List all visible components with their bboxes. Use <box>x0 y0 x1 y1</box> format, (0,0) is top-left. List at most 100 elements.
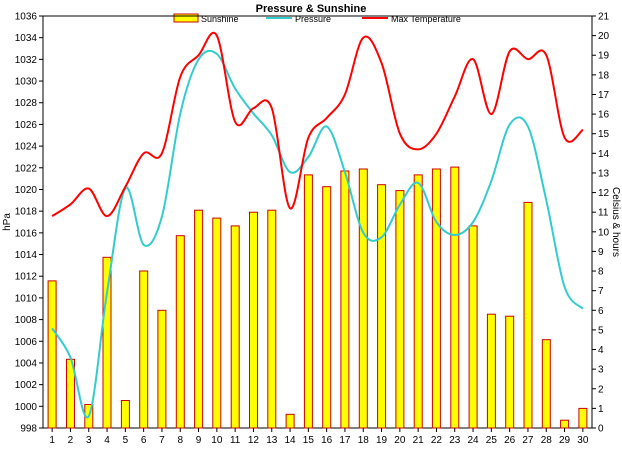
legend-label-pressure: Pressure <box>295 14 331 24</box>
right-tick-label: 9 <box>598 247 604 258</box>
x-tick-label: 29 <box>559 435 571 446</box>
right-tick-label: 1 <box>598 404 604 415</box>
sunshine-bar <box>303 174 313 429</box>
sunshine-bar <box>157 309 167 429</box>
x-tick-label: 28 <box>541 435 553 446</box>
right-tick-label: 17 <box>598 90 610 101</box>
right-tick-label: 15 <box>598 129 610 140</box>
right-tick-label: 20 <box>598 31 610 42</box>
x-tick-label: 20 <box>394 435 406 446</box>
right-tick-label: 13 <box>598 168 610 179</box>
x-tick-label: 19 <box>376 435 388 446</box>
right-tick-label: 8 <box>598 267 604 278</box>
right-tick-label: 2 <box>598 384 604 395</box>
x-tick-label: 5 <box>123 435 129 446</box>
x-tick-label: 14 <box>284 435 296 446</box>
sunshine-bar <box>358 168 368 429</box>
sunshine-bar <box>322 186 332 429</box>
legend-label-sunshine: Sunshine <box>201 14 239 24</box>
x-tick-label: 12 <box>248 435 260 446</box>
x-tick-label: 11 <box>230 435 241 446</box>
right-tick-label: 0 <box>598 424 604 435</box>
x-tick-label: 17 <box>339 435 351 446</box>
x-tick-label: 3 <box>86 435 92 446</box>
right-tick-label: 18 <box>598 70 610 81</box>
left-tick-label: 1024 <box>15 142 38 153</box>
left-tick-label: 1030 <box>15 77 38 88</box>
sunshine-bar <box>523 201 533 429</box>
right-tick-label: 7 <box>598 286 604 297</box>
legend-label-max-temperature: Max Temperature <box>391 14 461 24</box>
left-tick-label: 1010 <box>15 293 38 304</box>
left-axis-label: hPa <box>2 213 13 231</box>
right-tick-label: 6 <box>598 306 604 317</box>
right-tick-label: 3 <box>598 365 604 376</box>
right-tick-label: 10 <box>598 227 610 238</box>
sunshine-bar <box>102 256 112 429</box>
left-tick-label: 1016 <box>15 228 38 239</box>
x-tick-label: 10 <box>211 435 223 446</box>
right-tick-label: 14 <box>598 149 610 160</box>
x-tick-label: 22 <box>431 435 443 446</box>
right-axis-label: Celsius & hours <box>610 187 621 257</box>
sunshine-bar <box>47 280 57 429</box>
x-tick-label: 2 <box>68 435 74 446</box>
x-tick-label: 13 <box>266 435 278 446</box>
right-tick-label: 5 <box>598 325 604 336</box>
left-tick-label: 1026 <box>15 120 38 131</box>
left-tick-label: 1034 <box>15 33 38 44</box>
sunshine-bar <box>139 270 149 429</box>
x-tick-label: 8 <box>177 435 183 446</box>
right-tick-label: 4 <box>598 345 604 356</box>
left-tick-label: 1012 <box>15 272 38 283</box>
x-tick-label: 27 <box>522 435 534 446</box>
left-tick-label: 1032 <box>15 55 38 66</box>
sunshine-bar <box>560 419 570 429</box>
right-tick-label: 19 <box>598 51 610 62</box>
left-tick-label: 1028 <box>15 98 38 109</box>
left-tick-label: 1022 <box>15 163 38 174</box>
sunshine-bar <box>505 315 515 429</box>
legend-swatch-sunshine <box>173 13 199 23</box>
left-tick-label: 1000 <box>15 402 38 413</box>
pressure-line <box>51 49 584 419</box>
left-tick-label: 1006 <box>15 337 38 348</box>
left-tick-label: 998 <box>20 424 37 435</box>
sunshine-bar <box>578 407 588 429</box>
x-tick-label: 1 <box>49 435 55 446</box>
sunshine-bar <box>413 174 423 429</box>
sunshine-bar <box>175 235 185 429</box>
sunshine-bar <box>194 209 204 429</box>
plot-area-frame <box>42 15 593 429</box>
sunshine-bar <box>431 168 441 429</box>
sunshine-bar <box>249 211 258 429</box>
x-tick-label: 7 <box>159 435 165 446</box>
sunshine-bar <box>450 166 460 429</box>
sunshine-bar <box>541 339 551 429</box>
left-tick-label: 1018 <box>15 207 38 218</box>
x-tick-label: 30 <box>577 435 589 446</box>
x-tick-label: 23 <box>449 435 461 446</box>
x-tick-label: 16 <box>321 435 333 446</box>
sunshine-bar <box>120 400 130 429</box>
x-tick-label: 24 <box>467 435 479 446</box>
sunshine-bar <box>285 413 295 429</box>
left-tick-label: 1004 <box>15 358 38 369</box>
sunshine-bar <box>377 184 387 429</box>
sunshine-bars <box>47 166 588 429</box>
right-tick-label: 16 <box>598 110 610 121</box>
max-temperature-line <box>51 31 584 218</box>
left-axis-ticks: 998 1000 1002 1004 1006 1008 1010 1012 1014 1016 1… <box>15 12 43 435</box>
x-axis-ticks: 1 2 3 4 5 6 7 8 9 10 11 12 13 14 15 16 17 18 19 20 21 22 23 24 2… <box>49 428 589 446</box>
right-tick-label: 21 <box>598 12 610 23</box>
sunshine-bar <box>340 170 350 429</box>
x-tick-label: 25 <box>486 435 498 446</box>
left-tick-label: 1036 <box>15 12 38 23</box>
right-tick-label: 11 <box>598 208 609 219</box>
sunshine-bar <box>468 225 478 429</box>
left-tick-label: 1020 <box>15 185 38 196</box>
sunshine-bar <box>395 190 405 429</box>
left-tick-label: 1002 <box>15 380 38 391</box>
